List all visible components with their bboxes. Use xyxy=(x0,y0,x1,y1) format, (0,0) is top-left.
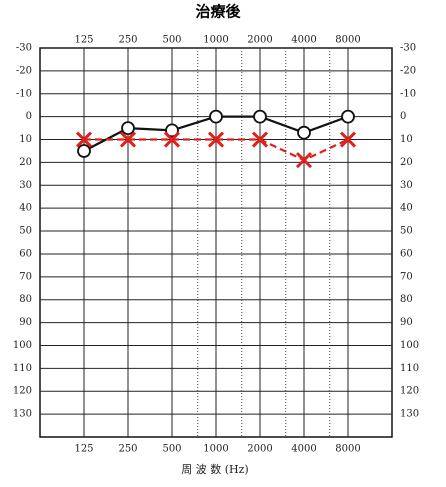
x-tick-label-top: 8000 xyxy=(335,35,360,46)
circle-marker xyxy=(209,109,223,124)
y-tick-label: 90 xyxy=(19,317,32,328)
x-marker xyxy=(119,131,137,148)
x-tick-label-top: 1000 xyxy=(203,35,228,46)
x-marker xyxy=(251,131,269,148)
y-tick-label-right: 20 xyxy=(400,157,413,168)
y-tick-label-right: 60 xyxy=(400,248,413,259)
y-tick-label-right: 70 xyxy=(400,271,413,282)
y-tick-label-right: -10 xyxy=(400,88,416,99)
y-tick-label-right: -30 xyxy=(400,43,416,54)
y-tick-label: 120 xyxy=(13,386,32,397)
chart-title: 治療後 xyxy=(195,3,241,21)
y-tick-label-right: 120 xyxy=(400,386,419,397)
y-tick-label: 10 xyxy=(19,134,32,145)
y-tick-label-right: 0 xyxy=(400,111,406,122)
circle-marker xyxy=(341,109,355,124)
x-tick-label: 2000 xyxy=(247,444,272,455)
x-axis-label: 周 波 数 (Hz) xyxy=(181,463,248,476)
y-tick-label: 40 xyxy=(19,203,32,214)
x-tick-label: 1000 xyxy=(203,444,228,455)
y-tick-label-right: 30 xyxy=(400,180,413,191)
x-tick-label: 8000 xyxy=(335,444,360,455)
y-tick-label: 60 xyxy=(19,248,32,259)
x-tick-label-top: 250 xyxy=(118,35,137,46)
y-tick-label-right: 90 xyxy=(400,317,413,328)
x-marker xyxy=(295,152,313,169)
y-tick-label: -10 xyxy=(16,88,32,99)
x-marker xyxy=(163,131,181,148)
y-tick-label: -20 xyxy=(16,65,32,76)
circle-marker xyxy=(165,123,179,138)
y-tick-label-right: 110 xyxy=(400,363,419,374)
x-tick-label-top: 4000 xyxy=(291,35,316,46)
x-tick-label: 500 xyxy=(162,444,181,455)
y-tick-label: 100 xyxy=(13,340,32,351)
y-tick-label: 20 xyxy=(19,157,32,168)
y-tick-label-right: 100 xyxy=(400,340,419,351)
y-tick-label: 50 xyxy=(19,226,32,237)
x-tick-label-top: 500 xyxy=(162,35,181,46)
y-tick-label: -30 xyxy=(16,43,32,54)
y-tick-label-right: 10 xyxy=(400,134,413,145)
y-tick-label: 80 xyxy=(19,294,32,305)
circle-marker xyxy=(297,125,311,140)
x-marker xyxy=(75,131,93,148)
x-tick-label: 125 xyxy=(74,444,93,455)
circle-marker xyxy=(253,109,267,124)
x-tick-label-top: 125 xyxy=(74,35,93,46)
y-tick-label-right: 80 xyxy=(400,294,413,305)
circle-marker xyxy=(121,121,135,135)
y-tick-label-right: 40 xyxy=(400,203,413,214)
y-tick-label-right: -20 xyxy=(400,65,416,76)
x-tick-label: 250 xyxy=(118,444,137,455)
y-tick-label: 0 xyxy=(26,111,32,122)
x-marker xyxy=(207,131,225,148)
y-tick-label: 110 xyxy=(13,363,32,374)
circle-marker xyxy=(77,144,91,158)
y-tick-label: 130 xyxy=(13,409,32,420)
y-tick-label: 30 xyxy=(19,180,32,191)
y-tick-label: 70 xyxy=(19,271,32,282)
x-tick-label-top: 2000 xyxy=(247,35,272,46)
x-marker xyxy=(339,131,357,148)
y-tick-label-right: 130 xyxy=(400,409,419,420)
y-tick-label-right: 50 xyxy=(400,226,413,237)
x-tick-label: 4000 xyxy=(291,444,316,455)
